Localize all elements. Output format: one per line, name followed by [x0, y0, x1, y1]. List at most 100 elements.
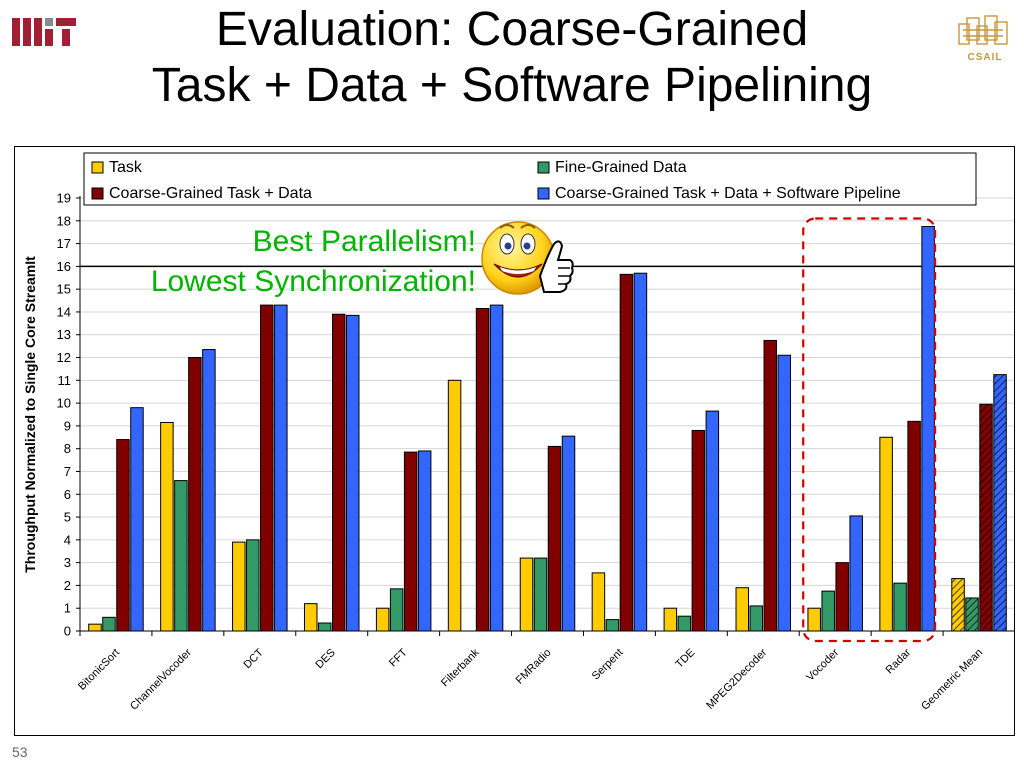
bar: [807, 607, 821, 632]
y-tick-label: 2: [64, 578, 71, 593]
bar: [547, 445, 562, 632]
bar: [475, 308, 490, 632]
x-tick-label: Geometric Mean: [919, 647, 985, 713]
bar: [591, 572, 606, 632]
y-tick-label: 1: [64, 601, 71, 616]
x-tick-label: MPEG2Decoder: [704, 646, 769, 711]
y-tick-label: 17: [57, 236, 71, 251]
bar: [605, 619, 620, 632]
bar: [893, 582, 907, 632]
bar: [533, 557, 548, 632]
y-tick-label: 0: [64, 624, 71, 639]
callout-line-1: Best Parallelism!: [252, 225, 476, 258]
bar: [879, 436, 893, 632]
bar: [403, 451, 418, 632]
bar: [691, 429, 706, 632]
legend-swatch: [537, 187, 550, 200]
bar: [303, 603, 318, 632]
y-tick-label: 18: [57, 213, 71, 228]
callout-text: Best Parallelism! Lowest Synchronization…: [98, 222, 476, 302]
y-tick-label: 12: [57, 350, 71, 365]
thumbs-up-smiley-icon: [481, 221, 574, 295]
bar: [331, 313, 346, 632]
x-tick-label: ChannelVocoder: [128, 646, 194, 712]
bar: [979, 403, 993, 632]
legend-swatch: [91, 187, 104, 200]
slide-title-line-2: Task + Data + Software Pipelining: [151, 59, 873, 112]
bar: [417, 450, 432, 632]
bar: [246, 539, 260, 632]
y-tick-label: 15: [57, 282, 71, 297]
bar: [633, 272, 648, 632]
bar: [174, 480, 188, 632]
bar: [88, 623, 102, 632]
bar: [345, 314, 360, 632]
bar: [116, 439, 130, 632]
bar: [260, 304, 274, 632]
bar: [663, 607, 678, 632]
x-tick-label: Filterbank: [439, 646, 482, 689]
legend: [83, 152, 977, 206]
y-tick-label: 11: [58, 373, 72, 388]
bar: [489, 304, 504, 632]
bar: [202, 349, 216, 632]
y-tick-label: 4: [64, 532, 71, 547]
bar: [777, 354, 792, 632]
x-tick-label: DES: [313, 647, 337, 671]
y-tick-label: 19: [57, 191, 71, 206]
bar: [389, 588, 404, 632]
bar: [821, 590, 835, 632]
csail-logo: CSAIL: [958, 15, 1008, 63]
bar: [835, 562, 849, 632]
y-tick-label: 9: [64, 418, 71, 433]
legend-label: Fine-Grained Data: [555, 159, 687, 176]
bar: [375, 607, 390, 632]
x-tick-label: Vocoder: [804, 646, 841, 683]
legend-swatch: [537, 161, 550, 174]
x-tick-label: FMRadio: [514, 647, 554, 687]
bar: [965, 597, 979, 632]
bar-chart: 012345678910111213141516171819Throughput…: [22, 152, 1016, 713]
bar: [993, 374, 1007, 632]
slide-title-line-1: Evaluation: Coarse-Grained: [215, 3, 809, 56]
bar: [921, 225, 935, 632]
y-tick-label: 10: [57, 396, 71, 411]
y-tick-label: 6: [64, 487, 71, 502]
x-tick-label: DCT: [241, 646, 266, 671]
y-tick-label: 13: [57, 327, 71, 342]
bar: [849, 515, 863, 632]
bar: [447, 379, 462, 632]
callout-line-2: Lowest Synchronization!: [150, 265, 476, 298]
bar: [735, 587, 750, 632]
bar: [130, 407, 144, 632]
x-tick-label: Radar: [884, 646, 914, 676]
x-tick-label: FFT: [387, 646, 410, 669]
bar: [561, 435, 576, 632]
bar: [519, 557, 534, 632]
bar: [907, 420, 921, 632]
slide-number: 53: [12, 744, 28, 760]
legend-swatch: [91, 161, 104, 174]
legend-label: Task: [109, 159, 143, 176]
mit-logo: [12, 18, 76, 46]
bar: [188, 357, 202, 632]
y-tick-label: 8: [64, 441, 71, 456]
bar: [749, 605, 764, 632]
bar: [619, 273, 634, 632]
y-tick-label: 16: [57, 259, 71, 274]
legend-label: Coarse-Grained Task + Data: [109, 185, 312, 202]
legend-label: Coarse-Grained Task + Data + Software Pi…: [555, 185, 901, 202]
highlight-box: [802, 217, 937, 643]
x-tick-label: BitonicSort: [76, 647, 122, 693]
y-tick-label: 14: [57, 304, 71, 319]
bar: [317, 622, 332, 632]
bar: [705, 410, 720, 632]
bar: [274, 304, 288, 632]
bar: [102, 616, 116, 632]
bar: [763, 339, 778, 632]
csail-logo-text: CSAIL: [968, 52, 1003, 63]
bar: [951, 578, 965, 632]
bar: [160, 421, 174, 632]
chart-frame: 0 1 2 3 4 5 6 7 8 9 10 11 12 13 14 15 16 17 18 19 Throughput…: [14, 146, 1016, 736]
bar: [232, 541, 246, 632]
